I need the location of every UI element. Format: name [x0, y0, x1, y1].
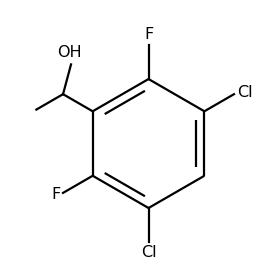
Text: OH: OH [57, 45, 82, 60]
Text: F: F [51, 187, 60, 202]
Text: Cl: Cl [237, 85, 252, 100]
Text: F: F [144, 27, 153, 42]
Text: Cl: Cl [141, 245, 156, 260]
